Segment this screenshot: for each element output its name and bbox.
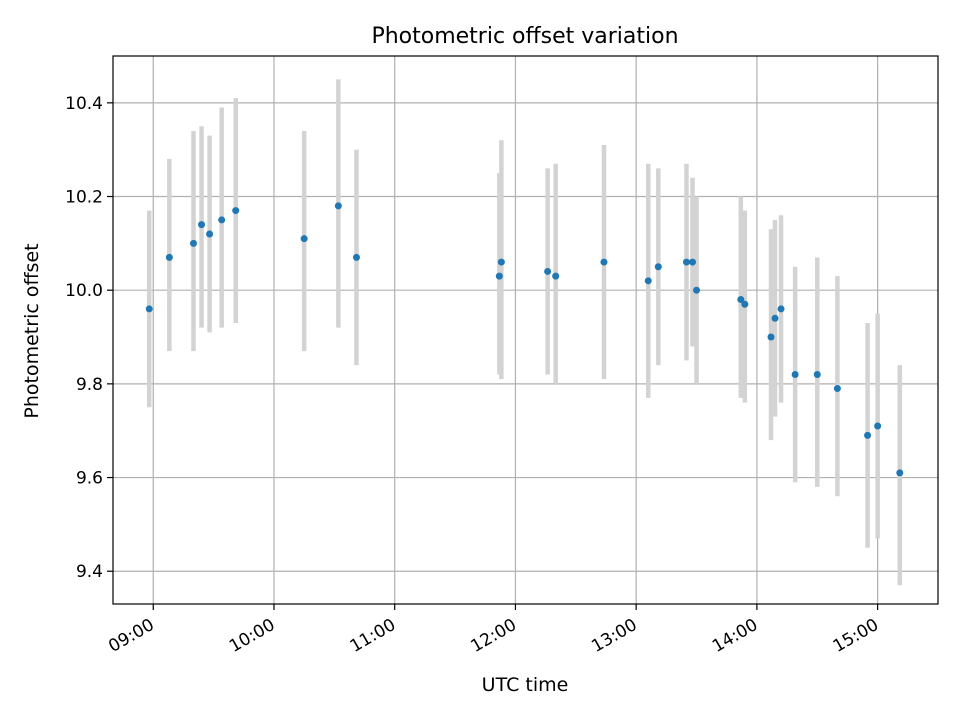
data-point [165,253,173,261]
y-tick-label: 9.6 [76,469,103,489]
data-point [777,305,785,313]
data-points [145,202,904,477]
data-point [232,207,240,215]
y-tick-label: 9.4 [76,562,103,582]
x-axis-label: UTC time [482,674,569,696]
data-point [218,216,226,224]
data-point [737,296,745,304]
data-point [689,258,697,266]
plot-frame [112,55,939,605]
chart-title: Photometric offset variation [371,24,678,49]
data-point [495,272,503,280]
data-point [654,263,662,271]
data-point [767,333,775,341]
data-point [896,469,904,477]
data-point [864,431,872,439]
data-point [874,422,882,430]
y-axis-label: Photometric offset [21,243,43,418]
data-point [833,385,841,393]
data-point [644,277,652,285]
data-point [206,230,214,238]
data-point [352,253,360,261]
y-axis-ticks: 9.4 9.6 9.8 10.0 10.2 10.4 [65,94,113,582]
data-point [334,202,342,210]
grid [113,56,938,604]
data-point [741,300,749,308]
data-point [145,305,153,313]
data-point [813,370,821,378]
data-point [300,235,308,243]
data-point [600,258,608,266]
data-point [771,314,779,322]
data-point [497,258,505,266]
data-point [682,258,690,266]
y-tick-label: 10.4 [65,94,103,114]
y-tick-label: 10.0 [65,281,103,301]
y-tick-label: 10.2 [65,188,103,208]
data-point [791,370,799,378]
data-point [544,267,552,275]
data-point [198,221,206,229]
y-tick-label: 9.8 [76,375,103,395]
data-point [693,286,701,294]
data-point [552,272,560,280]
data-point [189,239,197,247]
